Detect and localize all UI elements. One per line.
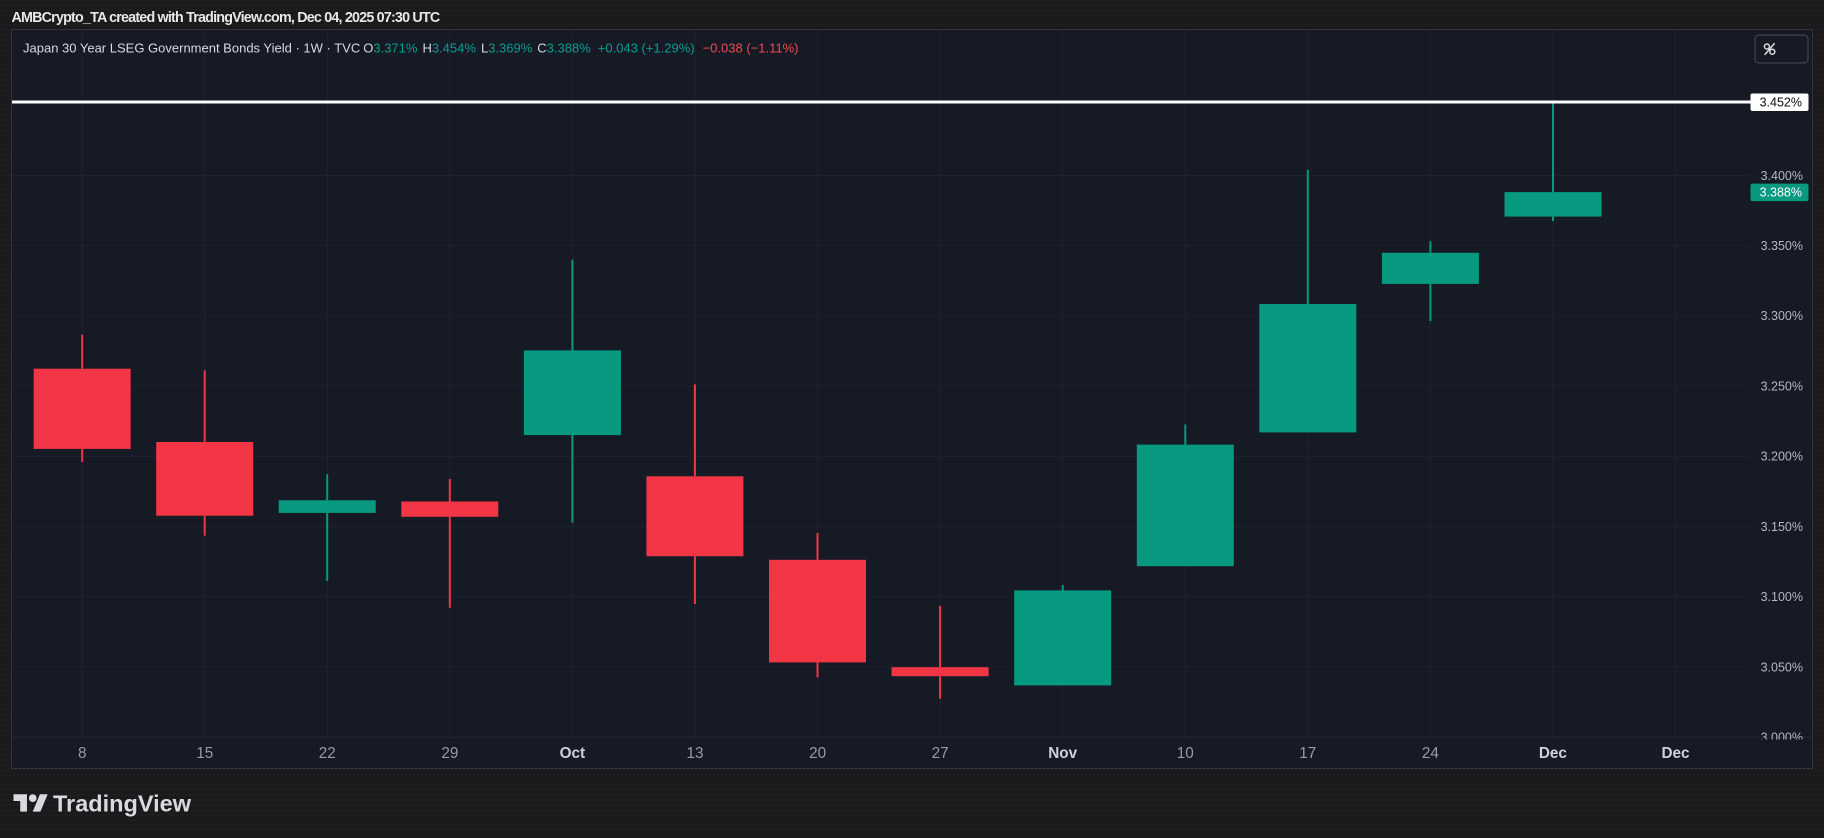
svg-text:3.452%: 3.452% bbox=[1760, 96, 1802, 110]
svg-text:Dec: Dec bbox=[1661, 745, 1690, 762]
svg-text:3.200%: 3.200% bbox=[1761, 450, 1803, 464]
svg-text:29: 29 bbox=[441, 745, 458, 762]
svg-text:3.350%: 3.350% bbox=[1761, 239, 1803, 253]
svg-text:3.300%: 3.300% bbox=[1761, 309, 1803, 323]
svg-text:AMBCrypto_TA created with Trad: AMBCrypto_TA created with TradingView.co… bbox=[12, 10, 440, 26]
svg-text:20: 20 bbox=[809, 745, 826, 762]
svg-text:15: 15 bbox=[196, 745, 213, 762]
svg-text:24: 24 bbox=[1422, 745, 1440, 762]
svg-text:3.150%: 3.150% bbox=[1761, 520, 1803, 534]
svg-text:27: 27 bbox=[932, 745, 949, 762]
svg-text:3.400%: 3.400% bbox=[1761, 169, 1803, 183]
svg-text:3.388%: 3.388% bbox=[1760, 186, 1802, 200]
svg-text:17: 17 bbox=[1299, 745, 1316, 762]
svg-text:Oct: Oct bbox=[560, 745, 586, 762]
svg-text:Dec: Dec bbox=[1539, 745, 1568, 762]
svg-text:3.250%: 3.250% bbox=[1761, 379, 1803, 393]
svg-text:Nov: Nov bbox=[1048, 745, 1077, 762]
svg-text:22: 22 bbox=[319, 745, 336, 762]
svg-text:Japan 30 Year LSEG Government: Japan 30 Year LSEG Government Bonds Yiel… bbox=[23, 41, 799, 56]
svg-text:3.050%: 3.050% bbox=[1761, 660, 1803, 674]
svg-text:13: 13 bbox=[686, 745, 703, 762]
svg-text:10: 10 bbox=[1177, 745, 1194, 762]
svg-text:8: 8 bbox=[78, 745, 87, 762]
svg-text:TradingView: TradingView bbox=[53, 791, 192, 817]
svg-text:3.000%: 3.000% bbox=[1761, 731, 1803, 745]
svg-text:3.100%: 3.100% bbox=[1761, 590, 1803, 604]
